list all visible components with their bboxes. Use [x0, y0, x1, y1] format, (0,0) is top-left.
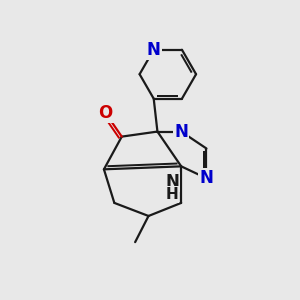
Text: N: N [174, 123, 188, 141]
Text: H: H [166, 187, 179, 202]
Text: N: N [147, 41, 161, 59]
Text: O: O [98, 104, 112, 122]
Text: N: N [200, 169, 213, 187]
Text: N: N [165, 173, 179, 191]
